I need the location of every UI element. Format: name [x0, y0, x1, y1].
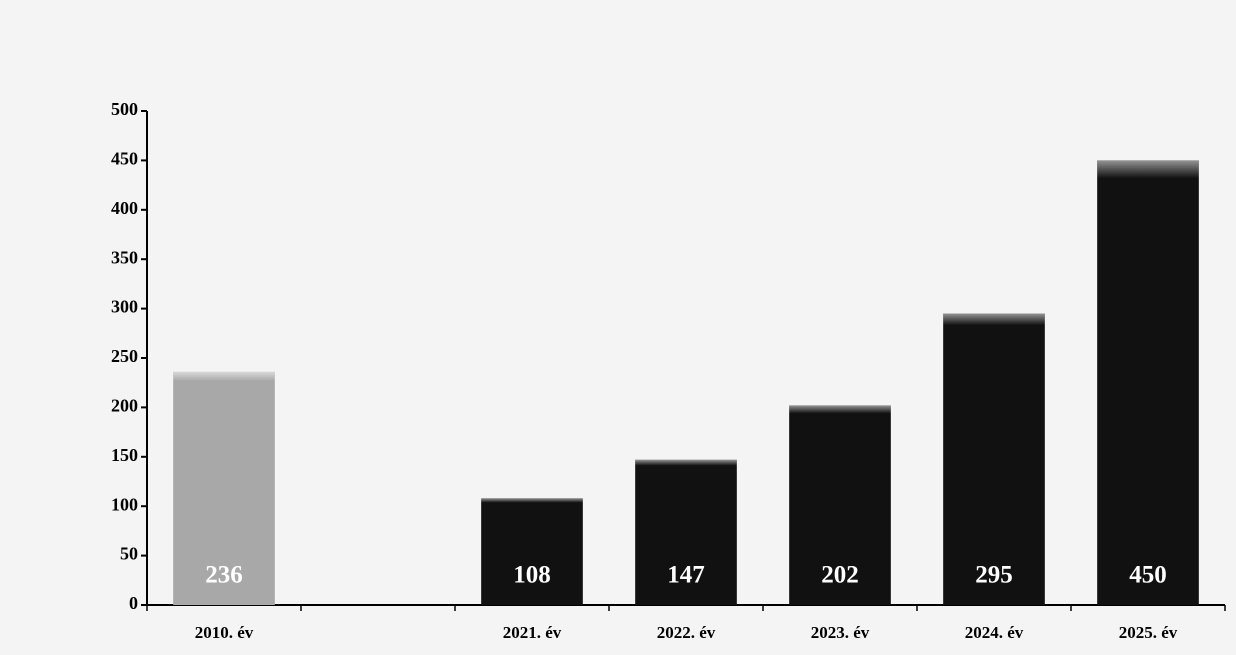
x-tick-label: 2022. év — [657, 623, 716, 642]
x-tick-label: 2021. év — [503, 623, 562, 642]
y-tick-label: 0 — [129, 593, 138, 613]
bar-highlight — [481, 498, 583, 605]
y-tick-label: 150 — [111, 445, 138, 465]
x-tick-label: 2024. év — [965, 623, 1024, 642]
bar-highlight — [173, 371, 275, 605]
value-label: 108 — [513, 562, 551, 589]
bar-highlight — [789, 405, 891, 605]
bar-highlight — [635, 459, 737, 605]
value-label: 202 — [821, 562, 859, 589]
value-label: 450 — [1129, 562, 1167, 589]
bar-highlight — [1097, 160, 1199, 605]
x-tick-label: 2025. év — [1119, 623, 1178, 642]
y-tick-label: 100 — [111, 494, 138, 514]
value-label: 236 — [205, 562, 243, 589]
x-tick-label: 2023. év — [811, 623, 870, 642]
y-tick-label: 400 — [111, 198, 138, 218]
y-tick-label: 450 — [111, 149, 138, 169]
y-tick-label: 350 — [111, 247, 138, 267]
value-label: 295 — [975, 562, 1013, 589]
y-tick-label: 500 — [111, 99, 138, 119]
y-tick-label: 250 — [111, 346, 138, 366]
value-label: 147 — [667, 562, 705, 589]
y-tick-label: 200 — [111, 396, 138, 416]
y-tick-label: 300 — [111, 297, 138, 317]
bar-highlight — [943, 313, 1045, 605]
x-tick-label: 2010. év — [195, 623, 254, 642]
y-tick-label: 50 — [120, 544, 138, 564]
